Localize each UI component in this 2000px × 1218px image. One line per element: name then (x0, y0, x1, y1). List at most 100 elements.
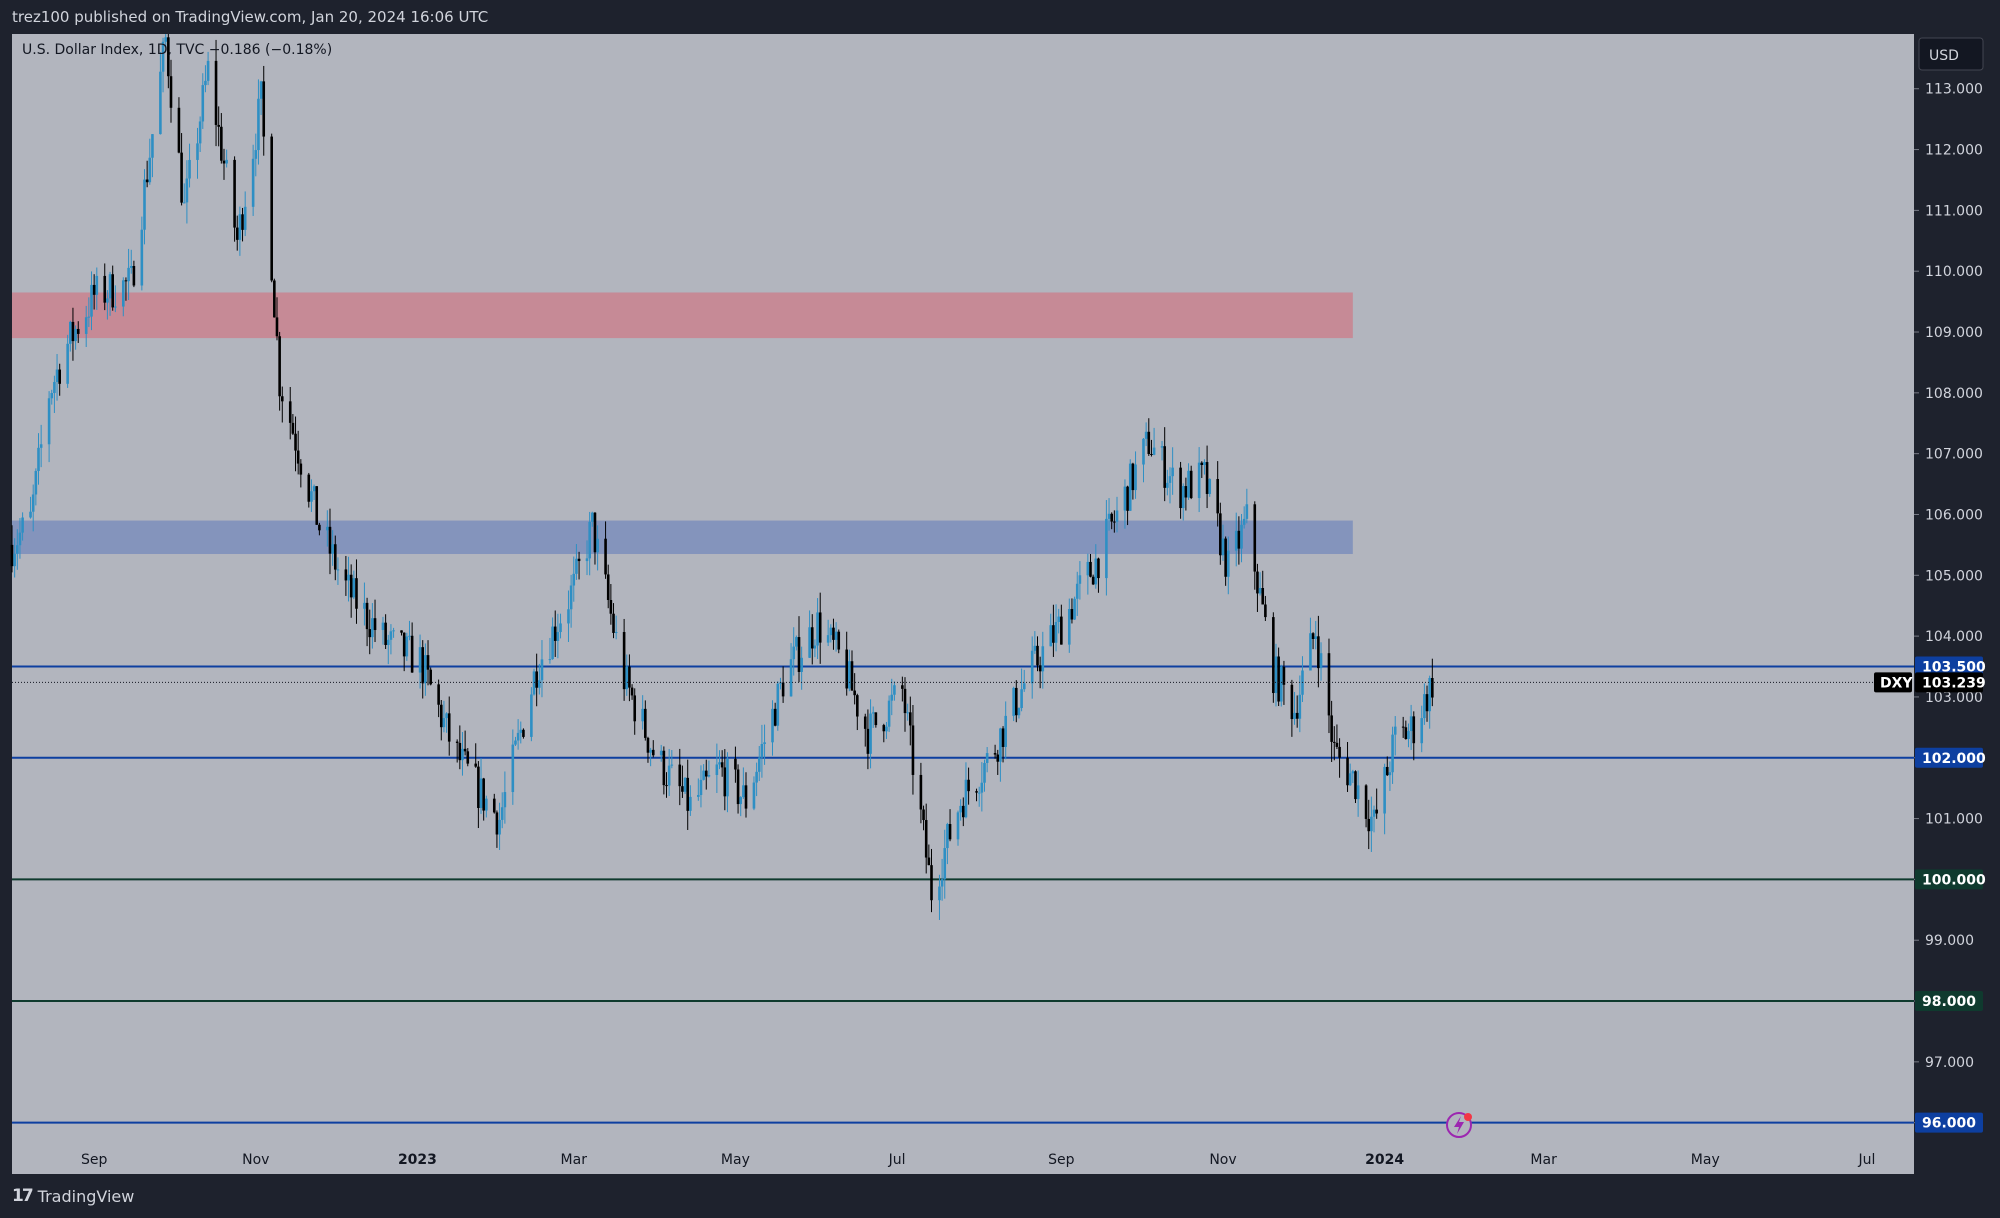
chart-legend[interactable]: U.S. Dollar Index, 1D, TVC −0.186 (−0.18… (22, 42, 333, 58)
candle (1420, 705, 1424, 753)
lightning-icon[interactable] (1446, 1112, 1472, 1138)
time-axis[interactable] (12, 1147, 1914, 1174)
candle (715, 743, 719, 794)
candle (1272, 612, 1275, 703)
time-tick-label: Jul (888, 1152, 906, 1168)
candle (381, 616, 385, 645)
candle (114, 285, 117, 313)
candle (1097, 557, 1100, 593)
candle (744, 772, 748, 818)
candle (74, 325, 77, 350)
candle (167, 32, 170, 89)
candle (808, 610, 811, 658)
price-tick-label: 108.000 (1925, 386, 1983, 402)
candle (980, 762, 984, 812)
candle (1020, 668, 1023, 712)
time-tick-label: Jul (1857, 1152, 1875, 1168)
candle (522, 728, 525, 739)
candle (845, 631, 849, 696)
candle (400, 630, 403, 636)
candle (702, 764, 705, 781)
candle (556, 613, 560, 659)
candle (254, 133, 258, 177)
candle (331, 530, 334, 566)
candle (103, 263, 107, 311)
candle (1197, 447, 1201, 513)
candle (871, 706, 875, 728)
candle (755, 762, 758, 797)
candle (347, 556, 350, 602)
candle (426, 640, 430, 686)
candle (1253, 501, 1257, 590)
tradingview-logo-icon: 17 (12, 1186, 34, 1206)
candle (885, 721, 888, 739)
candle (1319, 642, 1323, 681)
symbol-label-bg (1874, 672, 1912, 693)
tradingview-brand[interactable]: 17 TradingView (12, 1186, 134, 1206)
candle (439, 699, 443, 741)
publish-header: trez100 published on TradingView.com, Ja… (0, 0, 2000, 34)
candle (1200, 461, 1204, 478)
plot-area[interactable] (12, 34, 1914, 1174)
candle (1105, 500, 1108, 596)
candle (1264, 595, 1267, 621)
candle (667, 748, 671, 796)
currency-badge[interactable]: USD (1918, 37, 1984, 71)
candle (961, 797, 965, 827)
candle (559, 613, 562, 639)
candle (1327, 638, 1331, 734)
candle (1115, 496, 1119, 533)
candle (604, 521, 607, 579)
price-tick-label: 103.000 (1925, 690, 1983, 706)
candle (1372, 805, 1376, 833)
candle (1094, 544, 1098, 589)
level-label-bg (1915, 1112, 1983, 1133)
candle (18, 518, 22, 559)
candle (548, 637, 552, 664)
candle (1256, 563, 1259, 612)
candle (697, 778, 700, 801)
candle (1237, 516, 1241, 565)
candle (461, 732, 464, 776)
candle (273, 278, 276, 318)
candle (1144, 422, 1148, 447)
candle (1356, 770, 1360, 817)
candle (180, 133, 183, 206)
candle (1354, 770, 1357, 804)
symbol-label: DXY (1880, 675, 1913, 691)
candle (1078, 561, 1082, 600)
candle (1221, 524, 1225, 561)
candle (614, 615, 618, 640)
candle (196, 127, 199, 179)
candle (222, 148, 226, 180)
candle (95, 267, 99, 310)
candle (220, 113, 223, 164)
candle (781, 666, 785, 703)
price-axis[interactable] (1914, 34, 2000, 1174)
candle (111, 265, 114, 311)
candle (911, 704, 915, 795)
candle (280, 386, 284, 423)
candle (278, 331, 281, 411)
price-tick-label: 99.000 (1925, 933, 1974, 949)
candle (71, 307, 75, 361)
candle (365, 597, 369, 647)
candle (1298, 675, 1302, 733)
candle (514, 736, 517, 746)
candle (238, 206, 242, 256)
candle (1054, 604, 1058, 652)
brand-label: TradingView (37, 1186, 135, 1206)
candle (492, 793, 496, 814)
candle (975, 788, 978, 802)
candle (538, 663, 541, 695)
candle (384, 614, 387, 649)
candle (1187, 463, 1190, 500)
last-price-label: 103.239 (1922, 675, 1986, 691)
candle (1290, 679, 1294, 737)
candle (863, 713, 867, 747)
candle (288, 386, 292, 440)
candle (1041, 631, 1045, 689)
candle (996, 749, 1000, 775)
candle (575, 544, 578, 580)
